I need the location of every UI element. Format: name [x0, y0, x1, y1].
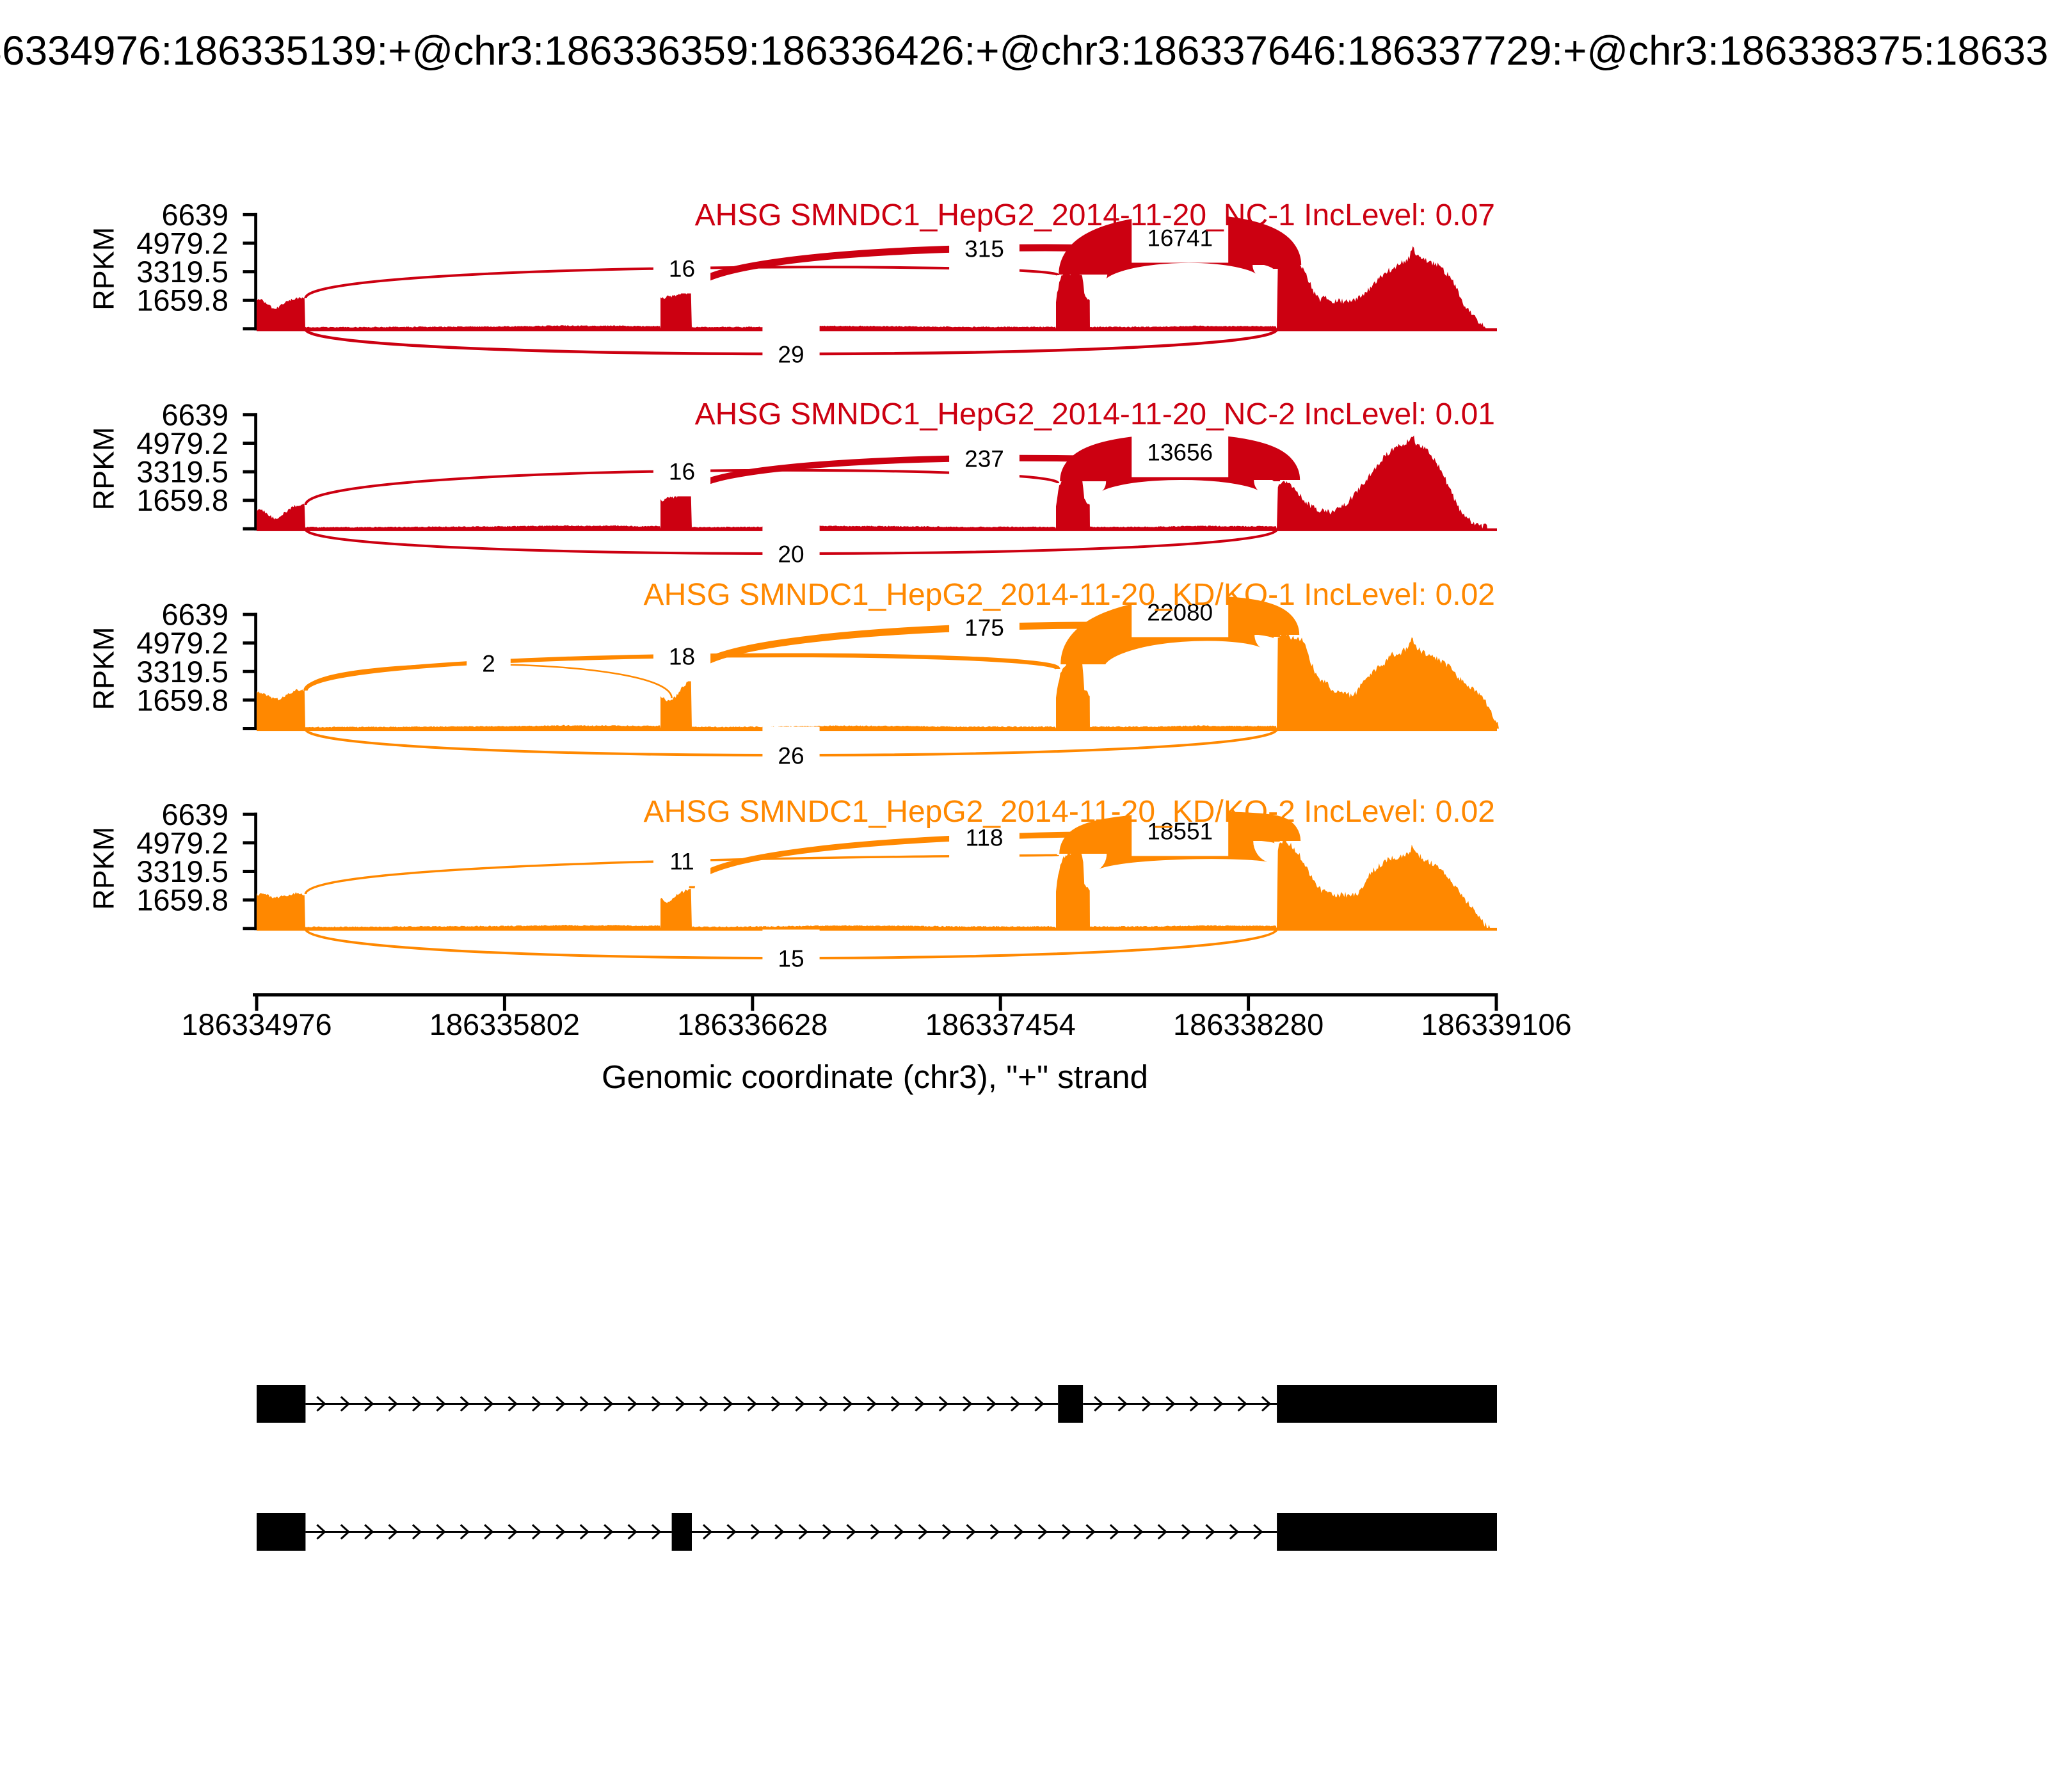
svg-text:20: 20 — [778, 541, 804, 568]
svg-text:315: 315 — [964, 236, 1004, 262]
svg-text:26: 26 — [778, 743, 804, 769]
svg-text:RPKM: RPKM — [88, 427, 120, 510]
svg-text:4979.2: 4979.2 — [136, 426, 228, 460]
svg-text:186339106: 186339106 — [1421, 1007, 1571, 1041]
svg-text:4979.2: 4979.2 — [136, 626, 228, 660]
svg-text:175: 175 — [964, 615, 1004, 641]
svg-text:237: 237 — [964, 446, 1004, 472]
svg-text:Genomic coordinate (chr3), "+": Genomic coordinate (chr3), "+" strand — [602, 1059, 1148, 1095]
svg-text:3319.5: 3319.5 — [136, 255, 228, 289]
svg-text:3319.5: 3319.5 — [136, 854, 228, 888]
svg-text:6639: 6639 — [161, 598, 228, 632]
svg-text:AHSG SMNDC1_HepG2_2014-11-20_K: AHSG SMNDC1_HepG2_2014-11-20_KD/KO-2 Inc… — [644, 795, 1495, 829]
svg-text:chr3:186334976:186335139:+@chr: chr3:186334976:186335139:+@chr3:18633635… — [0, 28, 2048, 74]
svg-text:3319.5: 3319.5 — [136, 655, 228, 689]
svg-text:15: 15 — [778, 946, 804, 972]
svg-text:6639: 6639 — [161, 198, 228, 232]
svg-text:1659.8: 1659.8 — [136, 284, 228, 317]
svg-text:16741: 16741 — [1147, 225, 1213, 252]
svg-text:RPKM: RPKM — [88, 627, 120, 710]
svg-text:RPKM: RPKM — [88, 827, 120, 910]
svg-text:4979.2: 4979.2 — [136, 826, 228, 860]
svg-text:29: 29 — [778, 342, 804, 368]
svg-text:16: 16 — [669, 256, 695, 282]
svg-text:186337454: 186337454 — [925, 1007, 1076, 1041]
svg-text:1659.8: 1659.8 — [136, 483, 228, 517]
svg-text:AHSG SMNDC1_HepG2_2014-11-20_K: AHSG SMNDC1_HepG2_2014-11-20_KD/KO-1 Inc… — [644, 578, 1495, 612]
svg-text:16: 16 — [669, 459, 695, 485]
svg-text:118: 118 — [966, 825, 1004, 851]
svg-text:186335802: 186335802 — [429, 1007, 580, 1041]
svg-text:AHSG SMNDC1_HepG2_2014-11-20_N: AHSG SMNDC1_HepG2_2014-11-20_NC-1 IncLev… — [695, 198, 1495, 232]
svg-text:186338280: 186338280 — [1173, 1007, 1324, 1041]
svg-text:1659.8: 1659.8 — [136, 683, 228, 717]
svg-text:186334976: 186334976 — [181, 1007, 332, 1041]
svg-text:186336628: 186336628 — [677, 1007, 828, 1041]
svg-text:18: 18 — [669, 644, 695, 670]
svg-text:1659.8: 1659.8 — [136, 883, 228, 917]
svg-text:4979.2: 4979.2 — [136, 227, 228, 260]
svg-text:18551: 18551 — [1147, 819, 1213, 845]
svg-text:2: 2 — [482, 651, 495, 677]
svg-text:6639: 6639 — [161, 797, 228, 831]
svg-text:3319.5: 3319.5 — [136, 455, 228, 489]
svg-text:AHSG SMNDC1_HepG2_2014-11-20_N: AHSG SMNDC1_HepG2_2014-11-20_NC-2 IncLev… — [695, 397, 1495, 431]
svg-text:22080: 22080 — [1147, 600, 1213, 626]
svg-text:6639: 6639 — [161, 397, 228, 431]
svg-text:13656: 13656 — [1147, 440, 1213, 466]
svg-text:RPKM: RPKM — [88, 227, 120, 310]
svg-text:11: 11 — [669, 849, 694, 875]
